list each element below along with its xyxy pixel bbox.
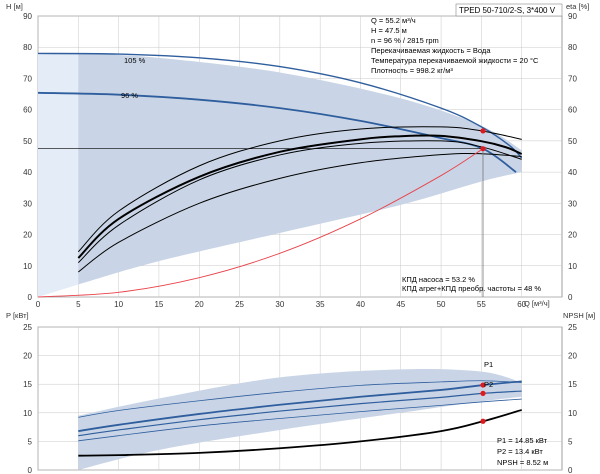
y-tick-label: 25 xyxy=(23,323,32,332)
y2-tick-label: 60 xyxy=(568,106,577,115)
x-tick-label: 5 xyxy=(76,300,81,309)
top-operating-band xyxy=(78,53,522,285)
y-tick-label: 70 xyxy=(23,74,32,83)
y-tick-label: 90 xyxy=(23,12,32,21)
series-line-6 xyxy=(78,152,522,273)
operating-point-marker xyxy=(480,390,486,396)
y2-tick-label: 20 xyxy=(568,352,577,361)
power-note-p1: P1 = 14.85 кВт xyxy=(497,436,548,445)
bottom-y-label: P [кВт] xyxy=(6,311,29,320)
info-line-temp: Температура перекачиваемой жидкости = 20… xyxy=(371,56,539,65)
y2-tick-label: 10 xyxy=(568,409,577,418)
x-tick-label: 15 xyxy=(154,300,163,309)
top-operating-points xyxy=(480,128,486,152)
y-tick-label: 0 xyxy=(28,466,33,474)
y2-tick-label: 50 xyxy=(568,137,577,146)
curve-label-96: 96 % xyxy=(121,91,138,100)
bottom-operating-band xyxy=(78,368,522,470)
x-tick-label: 30 xyxy=(275,300,284,309)
y-tick-label: 5 xyxy=(28,437,33,446)
top-operating-band-light xyxy=(38,53,79,297)
bottom-series-group xyxy=(78,380,522,457)
pump-efficiency-note: КПД насоса = 53.2 % xyxy=(402,275,475,284)
bottom-y-ticks: 0 5 10 15 20 25 xyxy=(23,323,32,474)
x-tick-label: 50 xyxy=(437,300,446,309)
x-tick-label: 55 xyxy=(477,300,486,309)
power-note-p2: P2 = 13.4 кВт xyxy=(497,447,543,456)
series-line-5 xyxy=(78,409,522,457)
power-npsh-panel: 0 5 10 15 20 25 0 5 10 15 20 25 xyxy=(23,323,577,474)
x-tick-label: 35 xyxy=(316,300,325,309)
operating-point-marker xyxy=(480,382,486,388)
x-tick-label: 0 xyxy=(36,300,41,309)
top-x-ticks: 0 5 10 15 20 25 30 35 40 45 50 55 60 xyxy=(36,300,527,309)
series-line-1 xyxy=(37,52,523,159)
series-line-4 xyxy=(78,398,522,442)
y2-tick-label: 30 xyxy=(568,199,577,208)
y-tick-label: 20 xyxy=(23,352,32,361)
operating-point-marker xyxy=(480,146,486,152)
x-tick-label: 60 xyxy=(517,300,526,309)
curve-label-p1: P1 xyxy=(484,360,493,369)
x-tick-label: 45 xyxy=(396,300,405,309)
x-tick-label: 25 xyxy=(235,300,244,309)
y-tick-label: 50 xyxy=(23,137,32,146)
series-line-5 xyxy=(77,126,522,253)
y-tick-label: 15 xyxy=(23,380,32,389)
operating-point-marker xyxy=(480,418,486,424)
y-tick-label: 10 xyxy=(23,409,32,418)
y-tick-label: 60 xyxy=(23,106,32,115)
series-line-2 xyxy=(78,390,522,437)
y2-tick-label: 5 xyxy=(568,437,573,446)
top-y-ticks: 0 10 20 30 40 50 60 70 80 90 xyxy=(23,12,32,302)
model-box xyxy=(455,3,563,17)
series-line-3 xyxy=(78,380,522,418)
bottom-operating-points xyxy=(480,382,486,424)
series-line-4 xyxy=(77,140,522,264)
y2-tick-label: 15 xyxy=(568,380,577,389)
info-line-q: Q = 55.2 м³/ч xyxy=(371,16,416,25)
y2-tick-label: 70 xyxy=(568,74,577,83)
y-tick-label: 30 xyxy=(23,199,32,208)
operating-point-marker xyxy=(480,128,486,134)
power-note-npsh: NPSH = 8.52 м xyxy=(497,458,548,467)
y2-tick-label: 25 xyxy=(568,323,577,332)
y2-tick-label: 0 xyxy=(568,466,573,474)
x-tick-label: 40 xyxy=(356,300,365,309)
y-tick-label: 40 xyxy=(23,168,32,177)
top-y2-label: eta [%] xyxy=(566,2,589,11)
model-label: TPED 50-710/2-S, 3*400 V xyxy=(459,6,556,15)
y-tick-label: 80 xyxy=(23,43,32,52)
y2-tick-label: 40 xyxy=(568,168,577,177)
info-line-liquid: Перекачиваемая жидкость = Вода xyxy=(371,46,491,55)
bottom-y2-ticks: 0 5 10 15 20 25 xyxy=(568,323,577,474)
operating-point-info: Q = 55.2 м³/ч H = 47.5 м n = 96 % / 2815… xyxy=(371,16,539,75)
series-line-3 xyxy=(77,134,523,259)
y-tick-label: 10 xyxy=(23,262,32,271)
y2-tick-label: 0 xyxy=(568,293,573,302)
y2-tick-label: 20 xyxy=(568,231,577,240)
bottom-y2-label: NPSH [м] xyxy=(563,311,595,320)
series-line-7 xyxy=(37,148,484,298)
x-tick-label: 10 xyxy=(114,300,123,309)
y-tick-label: 20 xyxy=(23,231,32,240)
info-line-density: Плотность = 998.2 кг/м³ xyxy=(371,66,453,75)
info-line-n: n = 96 % / 2815 rpm xyxy=(371,36,439,45)
head-efficiency-panel: 0 5 10 15 20 25 30 35 40 45 50 55 60 0 10 20 30 40 50 60 70… xyxy=(23,12,577,309)
y2-tick-label: 10 xyxy=(568,262,577,271)
y2-tick-label: 90 xyxy=(568,12,577,21)
curve-label-p2: P2 xyxy=(484,380,493,389)
y2-tick-label: 80 xyxy=(568,43,577,52)
curve-label-105: 105 % xyxy=(124,56,146,65)
x-tick-label: 20 xyxy=(195,300,204,309)
y-tick-label: 0 xyxy=(28,293,33,302)
top-y2-ticks: 0 10 20 30 40 50 60 70 80 90 xyxy=(568,12,577,302)
top-series-group xyxy=(37,52,523,298)
unit-efficiency-note: КПД агрег+КПД преобр. частоты = 48 % xyxy=(402,284,541,293)
info-line-h: H = 47.5 м xyxy=(371,26,407,35)
top-y-label: H [м] xyxy=(6,2,23,11)
top-x-label: Q [м³/ч] xyxy=(524,299,550,308)
series-line-1 xyxy=(78,380,522,432)
